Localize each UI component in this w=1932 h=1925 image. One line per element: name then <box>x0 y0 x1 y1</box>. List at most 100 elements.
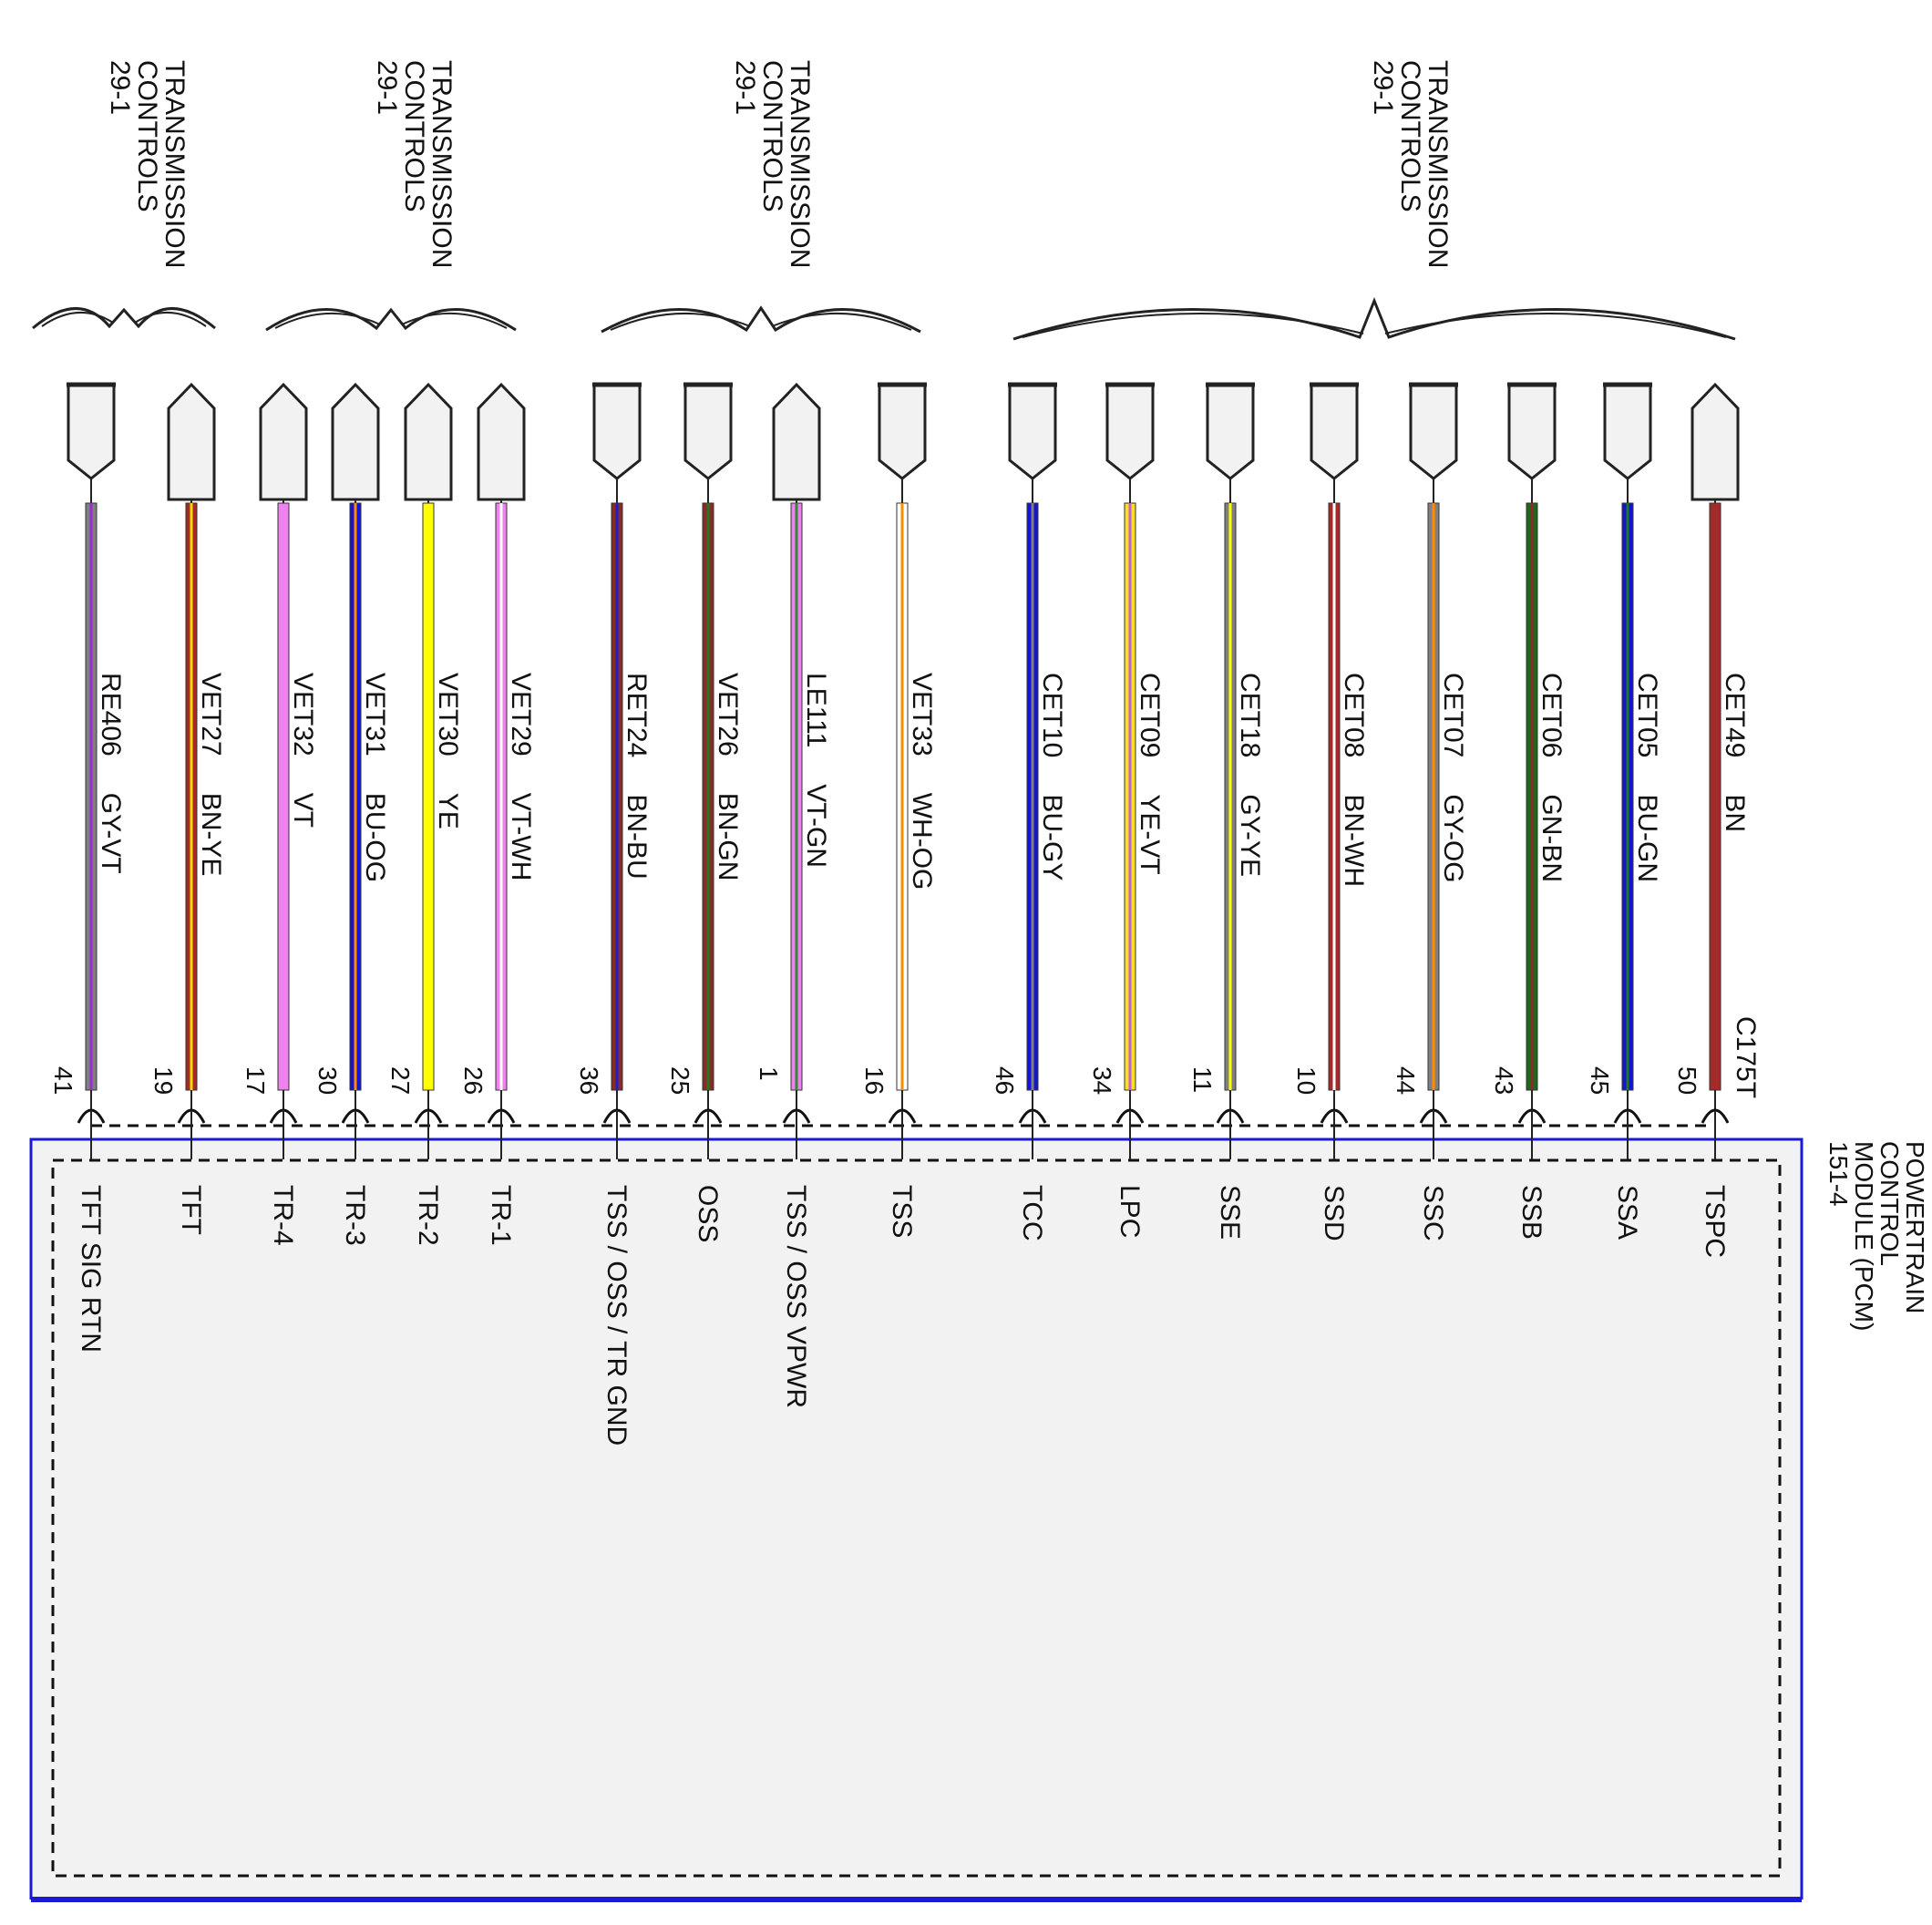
circuit-label: CET07 GY-OG <box>1438 673 1468 883</box>
wire-stripe <box>1530 503 1534 1090</box>
pin-number: 45 <box>1586 1066 1614 1095</box>
wire-stripe <box>615 503 619 1090</box>
wire-stripe <box>900 503 904 1090</box>
wire-re406: RE406 GY-VT 41 TFT SIG RTN <box>49 382 126 1353</box>
group-1-label-line-1: TRANSMISSION <box>159 60 190 268</box>
group-brace-inner-right <box>771 312 912 331</box>
wire-color-code: BN <box>1720 794 1750 832</box>
connector-terminal-icon <box>404 382 453 501</box>
connector-terminal-icon <box>878 383 927 480</box>
wire-base <box>422 502 435 1091</box>
wire-color-code: YE <box>433 793 463 829</box>
wire-stripe <box>706 503 710 1090</box>
circuit-id: VET31 <box>360 673 390 757</box>
circuit-label: CET18 GY-YE <box>1235 673 1265 877</box>
group-4-label-line-3: 29-1 <box>1368 60 1398 115</box>
wire-vet32: VET32 VT 17 TR-4 <box>242 382 318 1246</box>
circuit-id: LE111 <box>801 673 831 747</box>
wire-cet08: CET08 BN-WH 10 SSD <box>1292 382 1369 1241</box>
pcm-module: POWERTRAIN CONTROL MODULE (PCM) 151-4 C1… <box>29 1016 1929 1902</box>
connector-terminal-icon <box>477 382 526 501</box>
wire-cet06: CET06 GN-BN 43 SSB <box>1490 382 1567 1240</box>
group-1-label-line-3: 29-1 <box>105 60 135 115</box>
group-2-label-line-1: TRANSMISSION <box>426 60 457 268</box>
pcm-label-line-3: MODULE (PCM) <box>1850 1141 1878 1331</box>
wire-color-code: BN-WH <box>1339 794 1369 887</box>
circuit-label: VET29 VT-WH <box>506 673 536 880</box>
circuit-label: CET09 YE-VT <box>1135 673 1165 875</box>
circuit-id: CET49 <box>1720 673 1750 757</box>
wire-stripe <box>795 503 798 1090</box>
group-brace-inner-left <box>41 312 114 327</box>
wire-color-code: VT <box>288 793 318 828</box>
pin-number: 34 <box>1088 1066 1116 1095</box>
wire-color-code: BN-GN <box>713 793 743 881</box>
circuit-id: VET26 <box>713 673 743 757</box>
pin-number: 16 <box>860 1066 889 1095</box>
connector-terminal-icon <box>1105 383 1155 480</box>
pin-number: 17 <box>242 1066 270 1095</box>
wire-vet27: VET27 BN-YE 19 TFT <box>149 382 226 1235</box>
circuit-label: VET31 BU-OG <box>360 673 390 882</box>
group-4-label-line-2: CONTROLS <box>1395 60 1425 212</box>
group-brace-inner-right <box>401 313 508 329</box>
wire-stripe <box>1332 503 1336 1090</box>
connector-terminal-icon <box>167 382 216 501</box>
wire-stripe <box>1228 503 1232 1090</box>
pin-function-label: TSS <box>887 1185 917 1238</box>
group-3-label-line-2: CONTROLS <box>757 60 787 212</box>
pin-number: 27 <box>386 1066 415 1095</box>
connector-terminal-icon <box>1206 383 1255 480</box>
connector-terminal-icon <box>592 383 642 480</box>
pin-function-label: TR-2 <box>413 1185 443 1246</box>
pin-number: 19 <box>149 1066 178 1095</box>
circuit-label: CET06 GN-BN <box>1536 673 1567 882</box>
circuit-label: VET30 YE <box>433 673 463 829</box>
pin-function-label: TR-3 <box>340 1185 370 1246</box>
pin-number: 41 <box>49 1066 77 1095</box>
circuit-id: CET06 <box>1536 673 1567 757</box>
pcm-label-line-1: POWERTRAIN <box>1901 1141 1929 1313</box>
wire-cet10: CET10 BU-GY 46 TCC <box>991 382 1067 1241</box>
wire-color-code: GY-OG <box>1438 794 1468 882</box>
wire-color-code: BU-GN <box>1632 794 1662 882</box>
wire-stripe <box>89 503 93 1090</box>
circuit-id: VET30 <box>433 673 463 757</box>
pcm-module-box <box>29 1138 1804 1899</box>
wire-vet31: VET31 BU-OG 30 TR-3 <box>313 382 390 1246</box>
connector-terminal-icon <box>259 382 308 501</box>
group-brace-inner-right <box>1384 313 1727 338</box>
group-brace-1 <box>32 307 216 330</box>
pin-function-label: SSA <box>1612 1185 1642 1240</box>
circuit-label: VET26 BN-GN <box>713 673 743 880</box>
pin-function-label: OSS <box>693 1185 723 1242</box>
pin-function-label: SSC <box>1418 1185 1448 1241</box>
pcm-label-line-2: CONTROL <box>1875 1141 1904 1266</box>
pin-number: 10 <box>1292 1066 1321 1095</box>
wire-color-code: BN-YE <box>196 793 226 877</box>
connector-terminal-icon <box>1507 383 1557 480</box>
connector-terminal-icon <box>772 382 821 501</box>
connector-c175t-label: C175T <box>1731 1016 1761 1098</box>
circuit-label: CET05 BU-GN <box>1632 673 1662 882</box>
wire-cet05: CET05 BU-GN 45 SSA <box>1586 382 1662 1240</box>
pin-function-label: TSPC <box>1700 1185 1730 1258</box>
wire-vet29: VET29 VT-WH 26 TR-1 <box>459 382 536 1246</box>
wire-ret24: RET24 BN-BU 36 TSS / OSS / TR GND <box>575 382 652 1446</box>
pin-function-label: TSS / OSS VPWR <box>781 1185 811 1408</box>
pin-function-label: SSD <box>1319 1185 1349 1241</box>
pin-number: 25 <box>666 1066 694 1095</box>
group-2-label-line-2: CONTROLS <box>399 60 429 212</box>
group-brace-2 <box>265 307 517 332</box>
circuit-label: CET10 BU-GY <box>1037 673 1067 880</box>
wire-color-code: VT-WH <box>506 793 536 881</box>
group-2-label-line-3: 29-1 <box>372 60 402 115</box>
circuit-label: VET32 VT <box>288 673 318 828</box>
wire-cet18: CET18 GY-YE 11 SSE <box>1188 382 1265 1240</box>
circuit-id: VET27 <box>196 673 226 757</box>
pin-function-label: TSS / OSS / TR GND <box>601 1185 632 1446</box>
connector-terminal-icon <box>1008 383 1057 480</box>
wire-le111: LE111 VT-GN 1 TSS / OSS VPWR <box>755 382 831 1408</box>
